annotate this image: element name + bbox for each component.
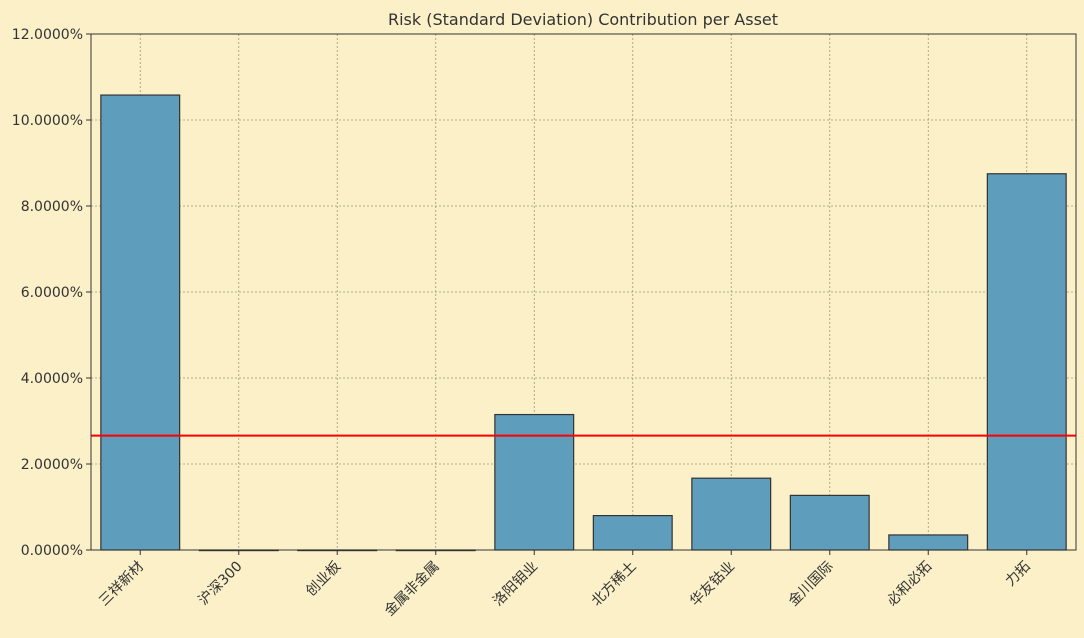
bar-9 <box>986 173 1067 551</box>
x-tick-label: 华友钴业 <box>687 559 738 610</box>
x-tick-label: 必和必拓 <box>884 559 935 610</box>
x-axis: 三祥新材 沪深300 创业板 金属非金属 洛阳钼业 北方稀土 华友钴业 金川国际 必和必拓 力拓 <box>96 550 1034 620</box>
x-tick-label: 力拓 <box>1002 559 1033 590</box>
chart-title: Risk (Standard Deviation) Contribution p… <box>388 10 778 29</box>
bar-5 <box>592 514 673 551</box>
y-tick-label: 10.0000% <box>12 113 83 129</box>
bar-8 <box>888 534 969 551</box>
bars <box>100 94 1067 552</box>
x-tick-label: 金属非金属 <box>382 559 443 620</box>
y-tick-label: 12.0000% <box>12 27 83 43</box>
bar-0 <box>100 94 181 551</box>
bar-6 <box>691 477 772 551</box>
y-axis: 0.0000% 2.0000% 4.0000% 6.0000% 8.0000% 10.00… <box>12 27 91 559</box>
y-tick-label: 0.0000% <box>21 543 83 559</box>
x-tick-label: 沪深300 <box>196 559 246 609</box>
x-tick-label: 北方稀土 <box>589 559 640 610</box>
y-tick-label: 4.0000% <box>21 371 83 387</box>
x-tick-label: 创业板 <box>303 559 344 600</box>
x-tick-label: 三祥新材 <box>96 559 147 610</box>
x-tick-label: 洛阳钼业 <box>490 559 541 610</box>
y-tick-label: 8.0000% <box>21 199 83 215</box>
bar-7 <box>789 494 870 551</box>
grid <box>91 33 1076 551</box>
y-tick-label: 2.0000% <box>21 457 83 473</box>
y-tick-label: 6.0000% <box>21 285 83 301</box>
x-tick-label: 金川国际 <box>786 559 837 610</box>
